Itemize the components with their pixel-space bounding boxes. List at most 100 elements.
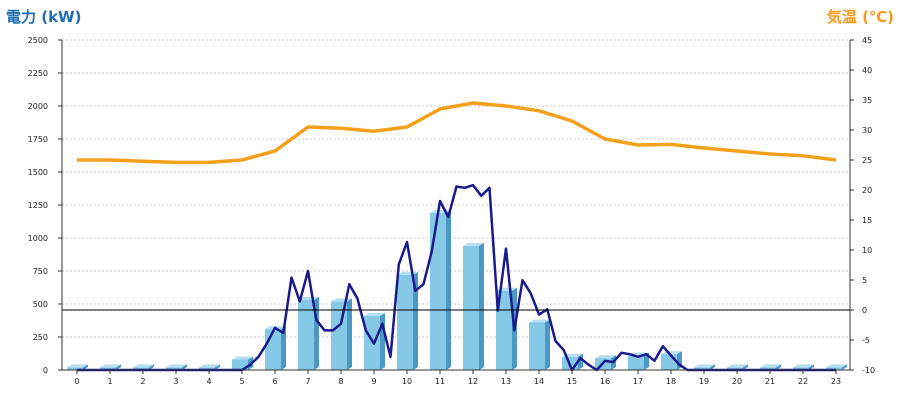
x-tick-label: 15	[567, 377, 577, 386]
bar-top	[100, 364, 121, 368]
bar-front	[232, 359, 248, 370]
bar-front	[826, 367, 842, 370]
bar	[529, 319, 550, 370]
bar-top	[166, 364, 187, 368]
y-right-tick-label: 30	[862, 126, 872, 135]
bar-top	[760, 364, 781, 368]
bar	[166, 364, 187, 370]
x-tick-label: 1	[107, 377, 112, 386]
y-right-tick-label: 0	[862, 306, 867, 315]
bar-front	[628, 355, 644, 370]
bar	[397, 271, 418, 370]
bar-top	[793, 364, 814, 368]
y-right-tick-label: 45	[862, 36, 872, 45]
right-axis-title: 気温 (℃)	[826, 8, 894, 26]
x-tick-label: 5	[239, 377, 244, 386]
y-left-tick-label: 2500	[28, 36, 48, 45]
bar	[793, 364, 814, 370]
bar-side	[413, 271, 418, 370]
bar-front	[529, 322, 545, 370]
x-tick-label: 4	[206, 377, 211, 386]
x-tick-label: 0	[74, 377, 79, 386]
y-right-tick-label: 20	[862, 186, 872, 195]
bar-front	[265, 329, 281, 370]
bar-top	[727, 364, 748, 368]
y-right-tick-label: 40	[862, 66, 872, 75]
bar-front	[133, 367, 149, 370]
x-tick-label: 11	[435, 377, 445, 386]
bar-front	[694, 367, 710, 370]
line-series	[77, 101, 837, 372]
bar-front	[166, 367, 182, 370]
y-right-tick-label: -5	[862, 336, 870, 345]
bar-front	[793, 367, 809, 370]
x-tick-label: 8	[338, 377, 343, 386]
bar-top	[826, 364, 847, 368]
bar	[826, 364, 847, 370]
x-tick-label: 2	[140, 377, 145, 386]
y-left-tick-label: 750	[33, 267, 48, 276]
x-tick-label: 7	[305, 377, 310, 386]
x-tick-label: 21	[765, 377, 775, 386]
x-tick-label: 18	[666, 377, 676, 386]
grid-lines	[62, 39, 850, 338]
bar-front	[364, 315, 380, 370]
x-tick-label: 10	[402, 377, 412, 386]
bar-top	[133, 364, 154, 368]
bar-front	[67, 367, 83, 370]
x-tick-label: 3	[173, 377, 178, 386]
x-tick-label: 17	[633, 377, 643, 386]
x-tick-label: 19	[699, 377, 709, 386]
bar-side	[215, 364, 220, 370]
bar-side	[182, 364, 187, 370]
x-tick-label: 12	[468, 377, 478, 386]
bar-top	[529, 319, 550, 323]
bar-top	[232, 356, 253, 360]
x-tick-label: 13	[501, 377, 511, 386]
bar-top	[694, 364, 715, 368]
x-tick-label: 22	[798, 377, 808, 386]
bar	[199, 364, 220, 370]
y-left-tick-label: 0	[43, 366, 48, 375]
bar-side	[809, 364, 814, 370]
x-tick-label: 20	[732, 377, 742, 386]
bar	[331, 298, 352, 370]
bar-front	[760, 367, 776, 370]
temperature-line	[77, 101, 837, 165]
bar-front	[100, 367, 116, 370]
x-tick-label: 14	[534, 377, 544, 386]
bar-side	[380, 312, 385, 370]
left-axis-title: 電力 (kW)	[6, 8, 82, 26]
bar	[661, 351, 682, 370]
bar-side	[347, 298, 352, 370]
bar-series	[67, 209, 847, 370]
axes: 02505007501000125015001750200022502500-1…	[28, 36, 875, 386]
x-tick-label: 23	[831, 377, 841, 386]
y-left-tick-label: 2250	[28, 69, 48, 78]
bar	[67, 364, 88, 370]
y-right-tick-label: -10	[862, 366, 875, 375]
bar-side	[743, 364, 748, 370]
bar-side	[149, 364, 154, 370]
bar-top	[364, 312, 385, 316]
bar-front	[463, 245, 479, 370]
y-left-tick-label: 500	[33, 300, 48, 309]
bar	[133, 364, 154, 370]
bar-front	[661, 354, 677, 370]
bar	[727, 364, 748, 370]
bar-side	[446, 209, 451, 370]
bar	[760, 364, 781, 370]
y-left-tick-label: 2000	[28, 102, 48, 111]
bar-front	[727, 367, 743, 370]
x-tick-label: 6	[272, 377, 277, 386]
bar-top	[199, 364, 220, 368]
bar-front	[298, 300, 314, 370]
x-tick-label: 16	[600, 377, 610, 386]
power-line	[77, 183, 836, 372]
y-right-tick-label: 5	[862, 276, 867, 285]
bar-side	[545, 319, 550, 370]
bar-side	[842, 364, 847, 370]
bar-side	[281, 326, 286, 370]
y-right-tick-label: 15	[862, 216, 872, 225]
